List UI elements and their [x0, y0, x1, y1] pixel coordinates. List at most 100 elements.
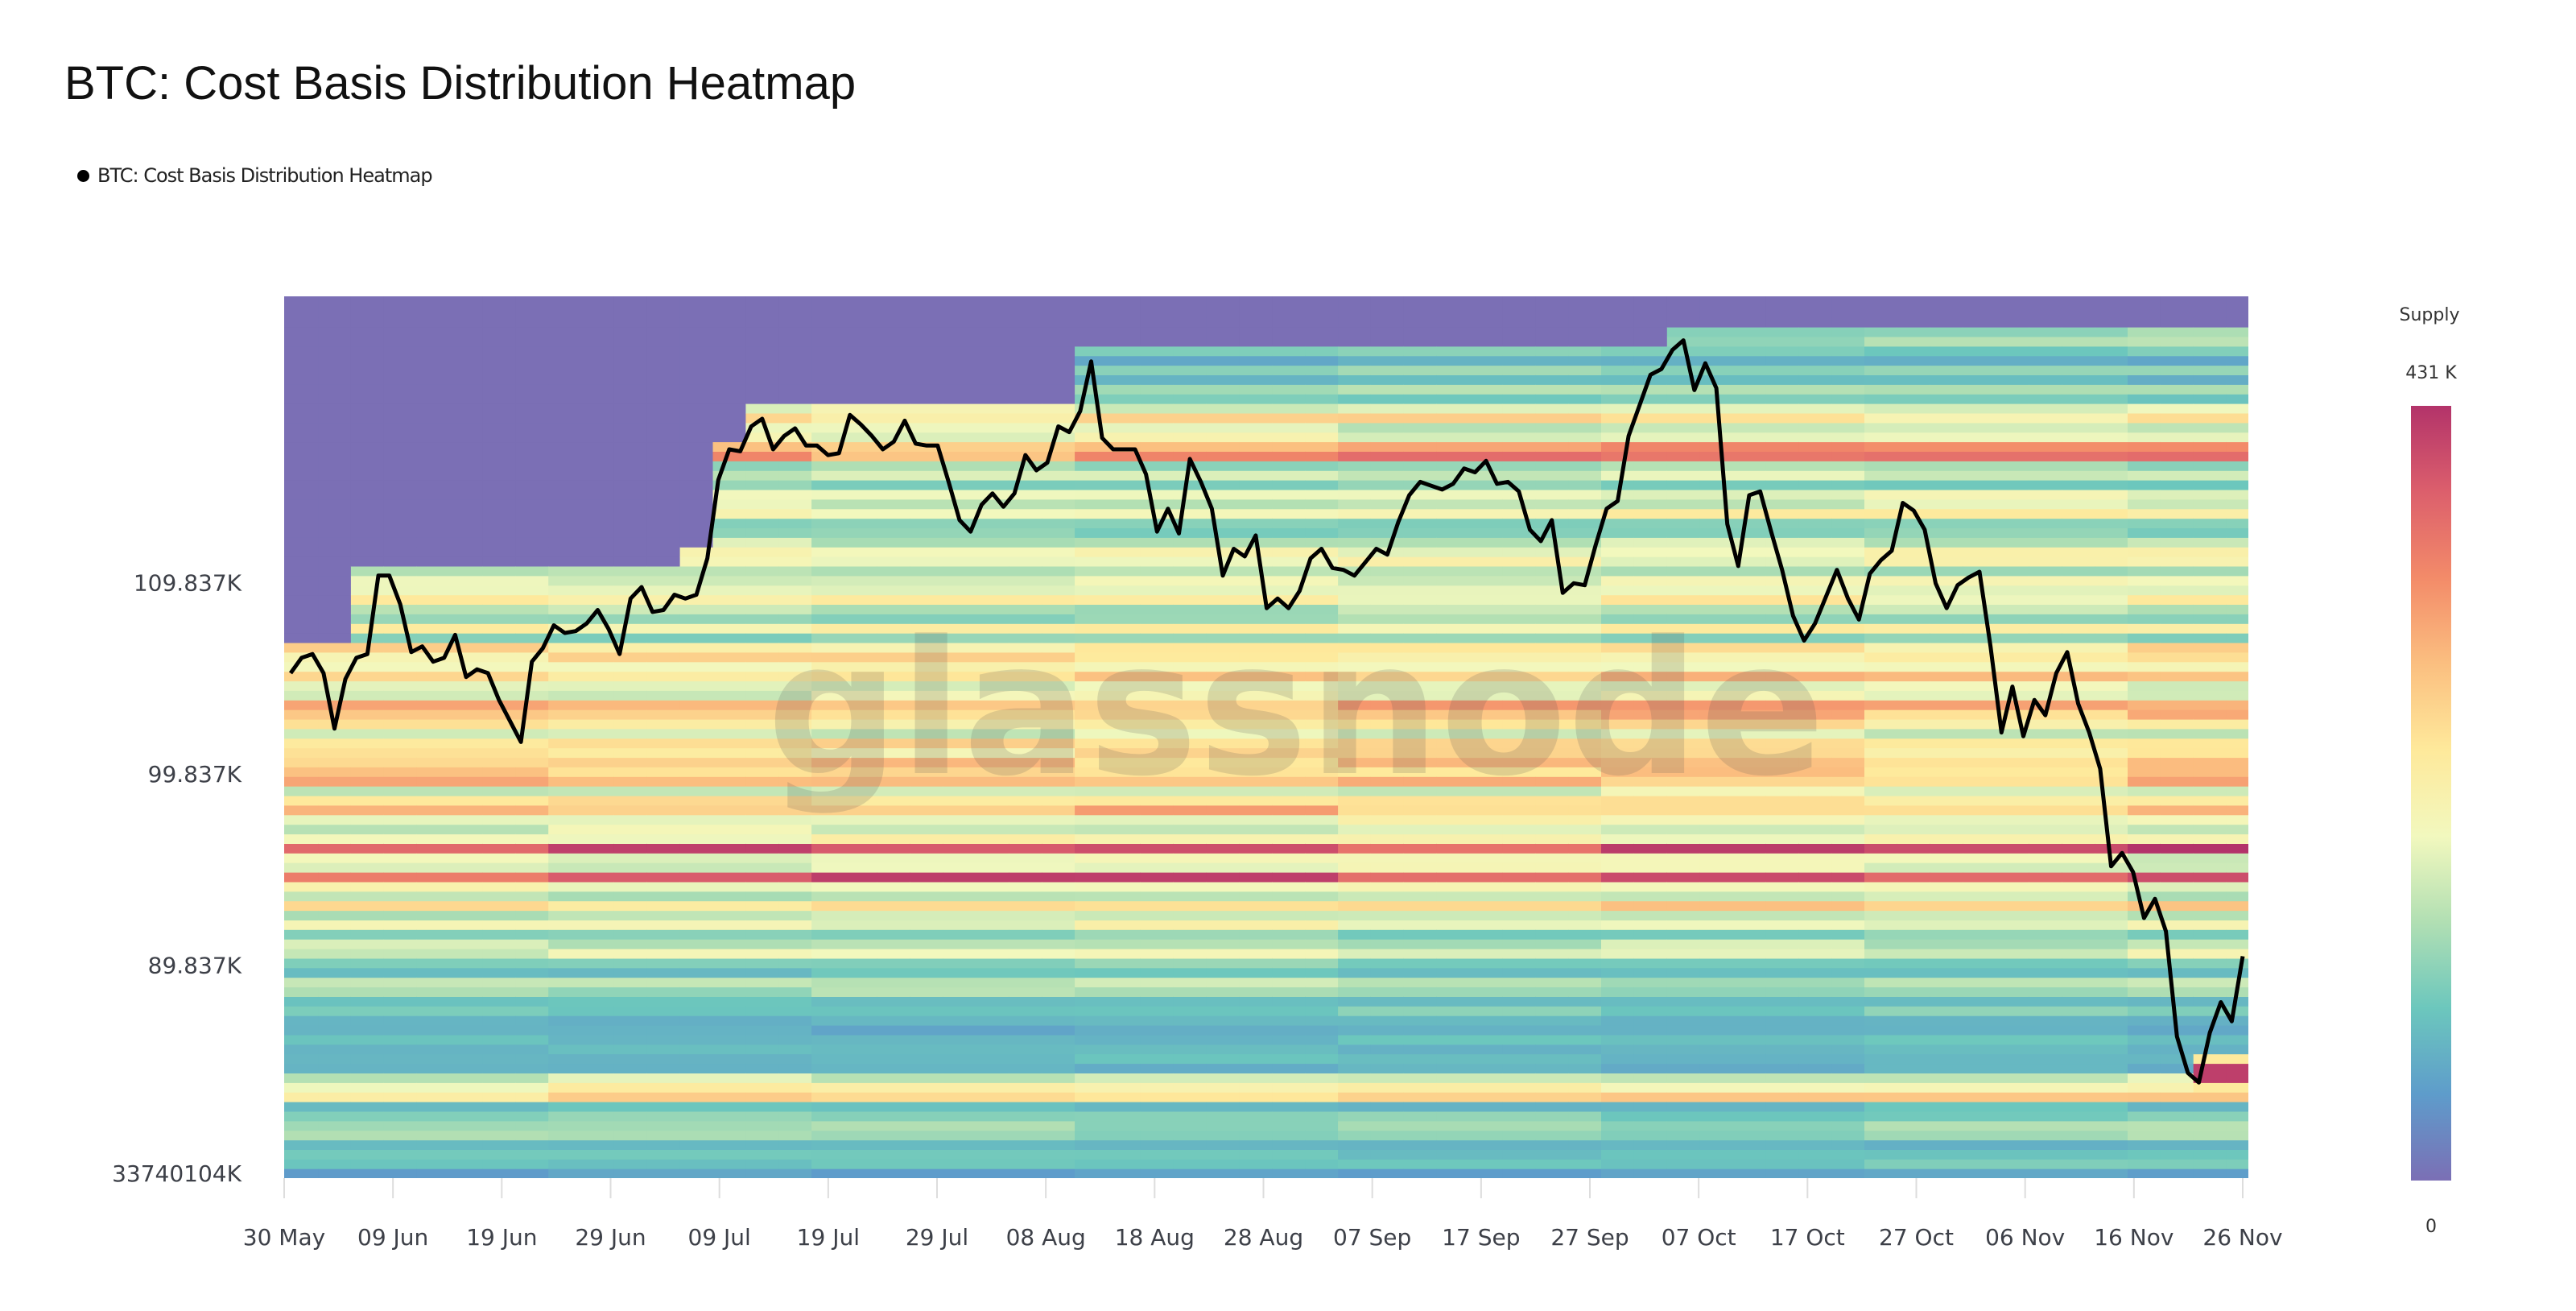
heatmap-cell [1765, 394, 1799, 404]
heatmap-cell [1535, 604, 1569, 614]
heatmap-cell [1370, 910, 1405, 920]
heatmap-cell [1173, 1102, 1208, 1112]
heatmap-cell [1502, 949, 1536, 959]
heatmap-cell [482, 824, 516, 835]
heatmap-cell [745, 747, 779, 759]
heatmap-cell [1042, 709, 1075, 720]
heatmap-cell [1338, 661, 1372, 672]
heatmap-cell [350, 1139, 385, 1150]
heatmap-cell [383, 1120, 418, 1131]
heatmap-cell [350, 977, 385, 988]
heatmap-cell [1831, 336, 1865, 347]
heatmap-cell [877, 738, 911, 749]
heatmap-cell [1403, 843, 1438, 854]
heatmap-cell [877, 461, 911, 471]
heatmap-cell [943, 709, 977, 720]
heatmap-cell [2029, 929, 2062, 940]
heatmap-cell [778, 977, 812, 988]
heatmap-cell [1568, 441, 1602, 452]
heatmap-cell [1075, 1006, 1108, 1016]
heatmap-cell [1732, 461, 1766, 471]
heatmap-cell [976, 1034, 1009, 1045]
heatmap-cell [581, 843, 615, 854]
heatmap-cell [449, 336, 483, 347]
heatmap-cell [1206, 296, 1241, 299]
heatmap-cell [646, 671, 681, 682]
heatmap-cell [1666, 1025, 1701, 1036]
heatmap-cell [1864, 786, 1898, 796]
heatmap-cell [1305, 900, 1339, 912]
heatmap-cell [1535, 957, 1569, 969]
heatmap-cell [548, 1168, 582, 1178]
heatmap-cell [548, 317, 582, 328]
heatmap-cell [1469, 814, 1503, 825]
heatmap-cell [712, 1149, 746, 1160]
heatmap-cell [1601, 296, 1635, 299]
heatmap-cell [1535, 1063, 1569, 1073]
heatmap-cell [1239, 489, 1273, 500]
heatmap-cell [350, 604, 385, 614]
heatmap-cell [1042, 374, 1075, 385]
heatmap-cell [1732, 862, 1766, 873]
heatmap-cell [1699, 374, 1734, 385]
heatmap-cell [2029, 1053, 2062, 1065]
heatmap-cell [548, 1130, 582, 1141]
heatmap-cell [350, 1006, 385, 1016]
heatmap-cell [318, 336, 352, 347]
heatmap-cell [1140, 957, 1174, 969]
heatmap-cell [1173, 651, 1208, 663]
heatmap-cell [811, 853, 845, 863]
heatmap-cell [1009, 671, 1042, 682]
heatmap-cell [1173, 747, 1208, 759]
heatmap-cell [1864, 1053, 1898, 1065]
heatmap-cell [877, 929, 911, 940]
heatmap-cell [1009, 929, 1042, 940]
heatmap-cell [1042, 1044, 1075, 1055]
heatmap-cell [646, 1034, 681, 1045]
heatmap-cell [976, 527, 1009, 538]
heatmap-cell [284, 594, 319, 605]
heatmap-cell [1239, 776, 1273, 787]
legend[interactable]: BTC: Cost Basis Distribution Heatmap [77, 164, 433, 187]
heatmap-cell [910, 651, 944, 663]
heatmap-cell [1140, 680, 1174, 691]
heatmap-cell [1502, 661, 1536, 672]
heatmap-cell [1798, 862, 1832, 873]
heatmap-cell [1601, 651, 1635, 663]
heatmap-cell [350, 432, 385, 443]
heatmap-cell [646, 565, 681, 577]
heatmap-cell [745, 1073, 779, 1083]
heatmap-cell [1732, 1015, 1766, 1026]
heatmap-cell [811, 1130, 845, 1141]
heatmap-cell [910, 1110, 944, 1122]
heatmap-cell [1206, 480, 1241, 490]
heatmap-cell [1173, 527, 1208, 538]
heatmap-cell [1535, 709, 1569, 720]
heatmap-cell [1601, 804, 1635, 816]
heatmap-cell [1535, 614, 1569, 624]
heatmap-cell [1403, 700, 1438, 710]
heatmap-cell [1535, 939, 1569, 949]
heatmap-cell [1568, 986, 1602, 997]
heatmap-cell [1996, 374, 2029, 385]
heatmap-cell [1502, 470, 1536, 481]
heatmap-cell [1633, 489, 1668, 500]
heatmap-cell [1831, 804, 1865, 816]
heatmap-cell [449, 565, 483, 577]
heatmap-cell [877, 651, 911, 663]
heatmap-cell [515, 1053, 549, 1065]
heatmap-cell [1009, 1025, 1042, 1036]
heatmap-cell [1601, 757, 1635, 767]
heatmap-cell [1535, 910, 1569, 920]
heatmap-cell [1963, 594, 1997, 605]
heatmap-cell [778, 1063, 812, 1073]
heatmap-cell [350, 355, 385, 366]
heatmap-cell [712, 298, 746, 308]
heatmap-cell [1502, 1053, 1536, 1065]
heatmap-cell [1206, 843, 1241, 854]
heatmap-cell [1568, 872, 1602, 883]
heatmap-cell [910, 384, 944, 395]
heatmap-cell [877, 776, 911, 787]
heatmap-cell [416, 996, 451, 1007]
